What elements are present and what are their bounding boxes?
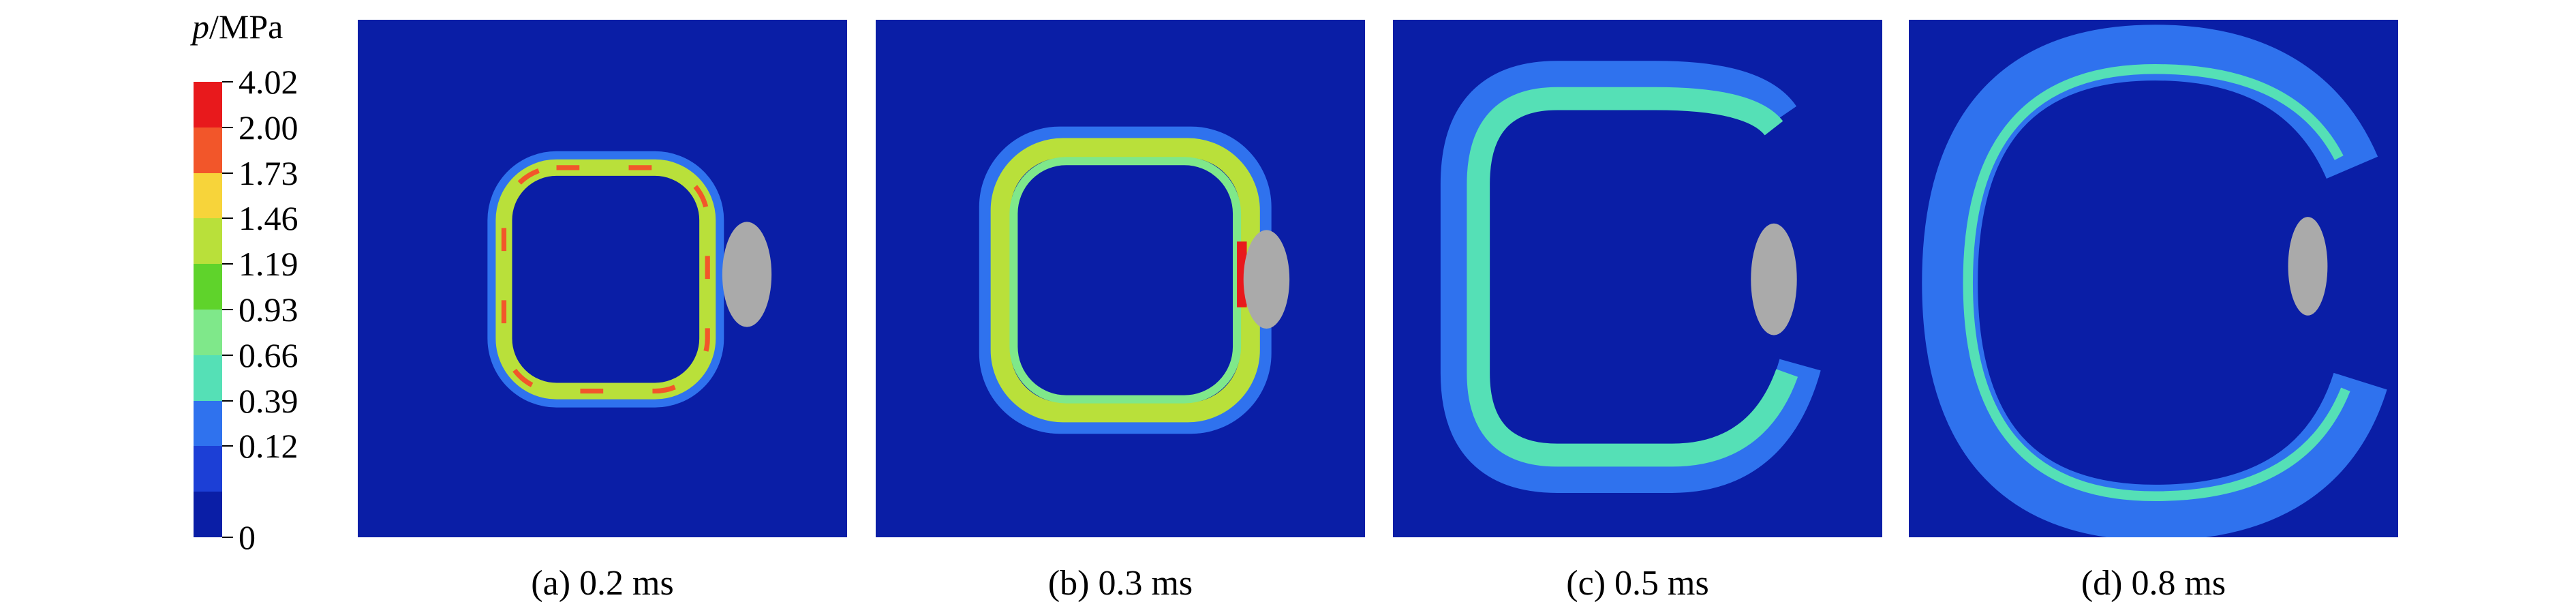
colorbar-tick bbox=[222, 263, 233, 265]
colorbar-label: 1.46 bbox=[239, 199, 298, 238]
colorbar-tick bbox=[222, 400, 233, 402]
colorbar-label: 0.66 bbox=[239, 335, 298, 374]
panel-c bbox=[1393, 20, 1882, 537]
colorbar-label: 0.12 bbox=[239, 427, 298, 466]
colorbar-segment bbox=[194, 127, 222, 174]
colorbar-segment bbox=[194, 310, 222, 356]
colorbar-label: 4.02 bbox=[239, 63, 298, 101]
colorbar-label: 1.73 bbox=[239, 153, 298, 192]
legend-symbol: p bbox=[192, 7, 209, 46]
panel-d bbox=[1909, 20, 2398, 537]
colorbar-tick bbox=[222, 354, 233, 356]
panel-a bbox=[358, 20, 847, 537]
panel-b bbox=[876, 20, 1365, 537]
colorbar-segment bbox=[194, 82, 222, 128]
caption: (a) 0.2 ms bbox=[531, 564, 674, 603]
colorbar-tick bbox=[222, 126, 233, 128]
legend-unit: /MPa bbox=[209, 7, 283, 46]
colorbar-tick bbox=[222, 537, 233, 538]
colorbar bbox=[194, 82, 222, 538]
legend-title: p/MPa bbox=[192, 7, 283, 46]
colorbar-label: 0 bbox=[239, 518, 256, 556]
caption: (c) 0.5 ms bbox=[1566, 564, 1709, 603]
colorbar-segment bbox=[194, 172, 222, 219]
colorbar-segment bbox=[194, 355, 222, 402]
caption: (b) 0.3 ms bbox=[1047, 564, 1193, 603]
colorbar-segment bbox=[194, 492, 222, 538]
colorbar-tick bbox=[222, 81, 233, 82]
colorbar-tick bbox=[222, 445, 233, 447]
colorbar-segment bbox=[194, 264, 222, 310]
colorbar-label: 0.39 bbox=[239, 381, 298, 420]
caption: (d) 0.8 ms bbox=[2081, 564, 2226, 603]
colorbar-label: 1.19 bbox=[239, 245, 298, 284]
colorbar-segment bbox=[194, 218, 222, 265]
colorbar-tick bbox=[222, 172, 233, 174]
colorbar-label: 2.00 bbox=[239, 108, 298, 147]
colorbar-tick bbox=[222, 309, 233, 310]
colorbar-label: 0.93 bbox=[239, 290, 298, 329]
colorbar-tick bbox=[222, 217, 233, 220]
colorbar-segment bbox=[194, 400, 222, 447]
colorbar-segment bbox=[194, 446, 222, 492]
